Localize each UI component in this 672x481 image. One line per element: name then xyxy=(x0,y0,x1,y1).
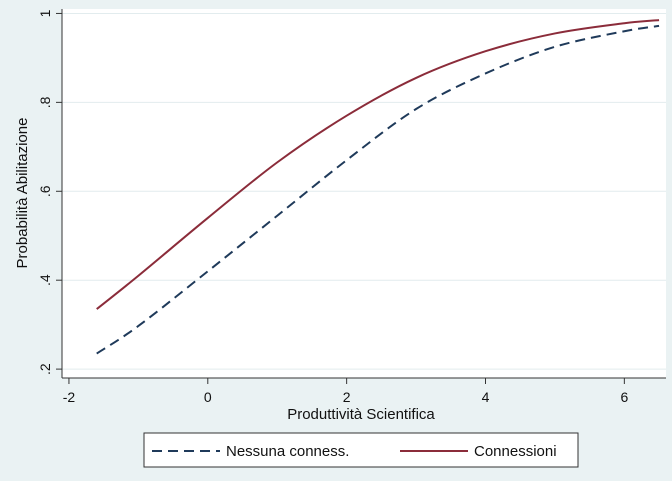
x-tick-label-2: 2 xyxy=(343,389,351,405)
y-tick-label-1: .4 xyxy=(37,274,53,286)
x-tick-label-4: 6 xyxy=(620,389,628,405)
y-tick-label-3: .8 xyxy=(37,96,53,108)
legend: Nessuna conness. Connessioni xyxy=(143,432,579,468)
x-tick-label-1: 0 xyxy=(204,389,212,405)
y-axis-title: Probabilità Abilitazione xyxy=(14,118,31,269)
x-axis-title: Produttività Scientifica xyxy=(287,406,435,423)
y-axis-ticks: .2 .4 .6 .8 1 xyxy=(37,9,62,375)
x-tick-label-3: 4 xyxy=(482,389,490,405)
y-tick-label-0: .2 xyxy=(37,363,53,375)
x-tick-label-0: -2 xyxy=(63,389,76,405)
y-tick-label-4: 1 xyxy=(37,9,53,17)
y-tick-label-2: .6 xyxy=(37,185,53,197)
series-line-1 xyxy=(96,19,660,310)
x-axis-ticks: -2 0 2 4 6 xyxy=(63,378,628,405)
gridlines xyxy=(62,12,666,370)
plot-area xyxy=(62,9,666,378)
series-line-0 xyxy=(96,24,660,355)
legend-label-connessioni: Connessioni xyxy=(474,443,557,460)
series-layer xyxy=(96,19,660,355)
legend-box xyxy=(143,432,579,468)
legend-label-nessuna: Nessuna conness. xyxy=(226,443,349,460)
